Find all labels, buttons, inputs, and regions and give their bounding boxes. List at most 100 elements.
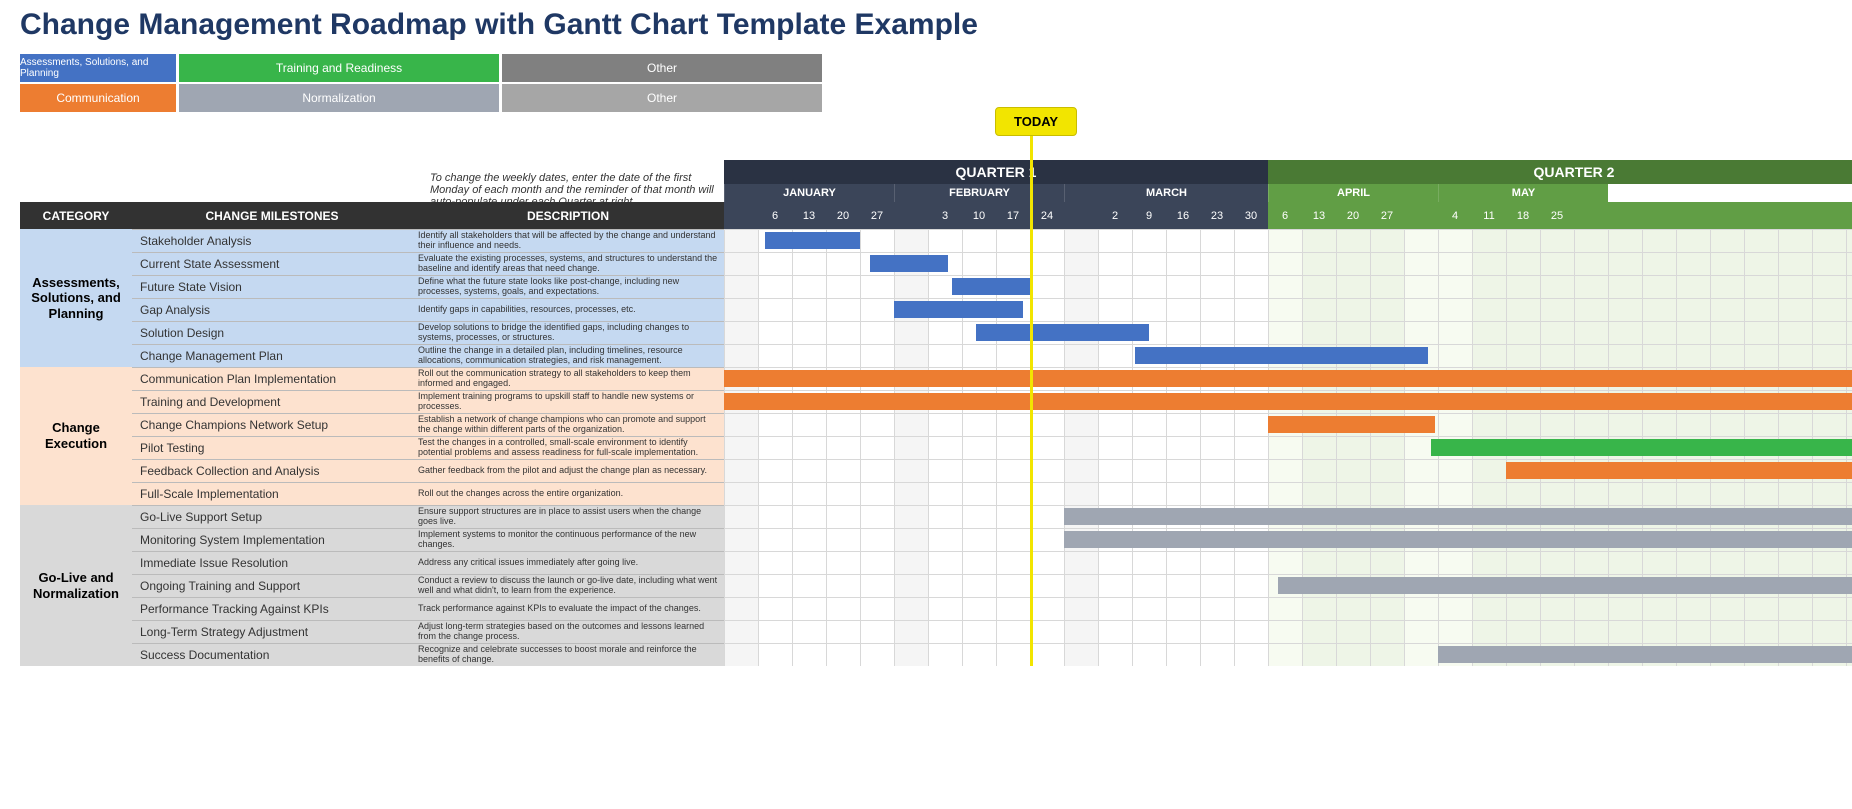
- milestone-cell[interactable]: Stakeholder Analysis: [132, 229, 412, 252]
- milestone-cell[interactable]: Pilot Testing: [132, 436, 412, 459]
- grid-column: [1302, 229, 1336, 666]
- week-label: 10: [962, 202, 996, 229]
- gantt-bar[interactable]: [1064, 508, 1852, 525]
- grid-column: [1030, 229, 1064, 666]
- gantt-bar[interactable]: [870, 255, 948, 272]
- gantt-bar[interactable]: [1438, 646, 1852, 663]
- legend: Assessments, Solutions, and PlanningTrai…: [0, 54, 1852, 122]
- milestone-cell[interactable]: Training and Development: [132, 390, 412, 413]
- milestone-cell[interactable]: Future State Vision: [132, 275, 412, 298]
- grid-column: [1132, 229, 1166, 666]
- today-line: [1030, 135, 1033, 666]
- description-cell: Establish a network of change champions …: [412, 413, 724, 436]
- week-label: 24: [1030, 202, 1064, 229]
- gantt-bar[interactable]: [894, 301, 1023, 318]
- category-cell: Change Execution: [20, 367, 132, 505]
- description-cell: Adjust long-term strategies based on the…: [412, 620, 724, 643]
- milestone-cell[interactable]: Feedback Collection and Analysis: [132, 459, 412, 482]
- milestone-cell[interactable]: Gap Analysis: [132, 298, 412, 321]
- description-cell: Address any critical issues immediately …: [412, 551, 724, 574]
- row-gridline: [724, 643, 1852, 644]
- description-cell: Evaluate the existing processes, systems…: [412, 252, 724, 275]
- week-header-cell: [1404, 202, 1438, 229]
- description-cell: Develop solutions to bridge the identifi…: [412, 321, 724, 344]
- gantt-bar[interactable]: [1064, 531, 1852, 548]
- page-title: Change Management Roadmap with Gantt Cha…: [0, 0, 1852, 54]
- milestone-cell[interactable]: Communication Plan Implementation: [132, 367, 412, 390]
- week-label: 13: [1302, 202, 1336, 229]
- week-label: 6: [758, 202, 792, 229]
- description-cell: Outline the change in a detailed plan, i…: [412, 344, 724, 367]
- week-label: 20: [1336, 202, 1370, 229]
- gantt-bar[interactable]: [952, 278, 1030, 295]
- week-header-cell: [1574, 202, 1608, 229]
- week-label: 6: [1268, 202, 1302, 229]
- grid-column: [1370, 229, 1404, 666]
- row-gridline: [724, 298, 1852, 299]
- month-header: FEBRUARY: [894, 184, 1064, 202]
- milestone-cell[interactable]: Change Champions Network Setup: [132, 413, 412, 436]
- legend-cell: Assessments, Solutions, and Planning: [20, 54, 176, 82]
- grid-column: [1336, 229, 1370, 666]
- week-label: 20: [826, 202, 860, 229]
- description-cell: Conduct a review to discuss the launch o…: [412, 574, 724, 597]
- grid-column: [724, 229, 758, 666]
- left-headers: CATEGORY CHANGE MILESTONES DESCRIPTION: [20, 202, 724, 229]
- gantt-bar[interactable]: [1431, 439, 1852, 456]
- grid-column: [894, 229, 928, 666]
- row-gridline: [724, 229, 1852, 230]
- week-label: 9: [1132, 202, 1166, 229]
- milestone-cell[interactable]: Performance Tracking Against KPIs: [132, 597, 412, 620]
- grid-column: [826, 229, 860, 666]
- grid-column: [1234, 229, 1268, 666]
- gantt-bar[interactable]: [1278, 577, 1852, 594]
- milestone-cell[interactable]: Long-Term Strategy Adjustment: [132, 620, 412, 643]
- week-header-cell: [724, 202, 758, 229]
- month-header: MAY: [1438, 184, 1608, 202]
- milestone-cell[interactable]: Go-Live Support Setup: [132, 505, 412, 528]
- row-gridline: [724, 597, 1852, 598]
- week-header-cell: [1064, 202, 1098, 229]
- legend-row-2: CommunicationNormalizationOther: [20, 84, 1832, 112]
- week-header-cell: [1846, 202, 1852, 229]
- row-gridline: [724, 574, 1852, 575]
- gantt-bar[interactable]: [724, 370, 1852, 387]
- gantt-bar[interactable]: [765, 232, 860, 249]
- gantt-bar[interactable]: [1268, 416, 1435, 433]
- header-description: DESCRIPTION: [412, 202, 724, 229]
- milestone-cell[interactable]: Change Management Plan: [132, 344, 412, 367]
- week-label: 30: [1234, 202, 1268, 229]
- week-header-cell: [1608, 202, 1642, 229]
- description-cell: Implement training programs to upskill s…: [412, 390, 724, 413]
- gantt-bar[interactable]: [976, 324, 1149, 341]
- gantt-bar[interactable]: [724, 393, 1852, 410]
- milestone-cell[interactable]: Success Documentation: [132, 643, 412, 666]
- quarter-header: QUARTER 1: [724, 160, 1268, 184]
- week-label: 11: [1472, 202, 1506, 229]
- week-header-cell: [1744, 202, 1778, 229]
- milestone-cell[interactable]: Ongoing Training and Support: [132, 574, 412, 597]
- milestone-cell[interactable]: Immediate Issue Resolution: [132, 551, 412, 574]
- milestone-cell[interactable]: Solution Design: [132, 321, 412, 344]
- week-header-cell: [1676, 202, 1710, 229]
- legend-cell: Other: [502, 84, 822, 112]
- milestone-cell[interactable]: Full-Scale Implementation: [132, 482, 412, 505]
- gantt-bar[interactable]: [1135, 347, 1427, 364]
- grid-column: [1200, 229, 1234, 666]
- week-label: 13: [792, 202, 826, 229]
- milestone-cell[interactable]: Monitoring System Implementation: [132, 528, 412, 551]
- row-gridline: [724, 252, 1852, 253]
- milestone-cell[interactable]: Current State Assessment: [132, 252, 412, 275]
- legend-cell: Communication: [20, 84, 176, 112]
- month-header: MARCH: [1064, 184, 1268, 202]
- description-cell: Roll out the changes across the entire o…: [412, 482, 724, 505]
- legend-row-1: Assessments, Solutions, and PlanningTrai…: [20, 54, 1832, 82]
- gantt-bar[interactable]: [1506, 462, 1852, 479]
- row-gridline: [724, 620, 1852, 621]
- row-gridline: [724, 344, 1852, 345]
- week-label: 27: [1370, 202, 1404, 229]
- header-category: CATEGORY: [20, 202, 132, 229]
- row-gridline: [724, 505, 1852, 506]
- description-cell: Roll out the communication strategy to a…: [412, 367, 724, 390]
- today-badge: TODAY: [995, 107, 1077, 136]
